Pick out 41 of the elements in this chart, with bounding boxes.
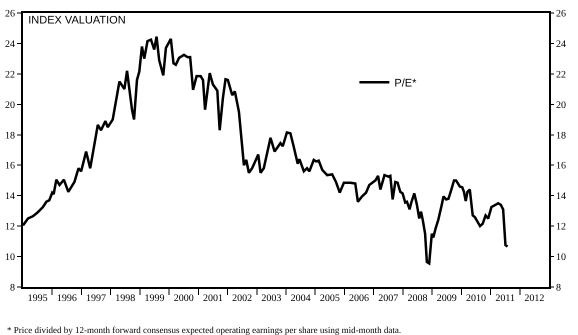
legend-label: P/E* <box>394 78 418 90</box>
x-tick-label: 2002 <box>232 293 252 304</box>
y-tick-label: 22 <box>5 69 15 80</box>
y2-tick-label: 8 <box>556 282 561 294</box>
y-tick-label: 26 <box>5 8 15 20</box>
x-tick-label: 2006 <box>349 293 370 304</box>
y-tick-label: 8 <box>10 282 15 294</box>
y2-tick-label: 14 <box>556 191 566 202</box>
y-tick-label: 16 <box>5 160 15 172</box>
x-tick-label: 2000 <box>174 293 194 304</box>
x-tick-label: 1998 <box>115 293 136 304</box>
y2-tick-label: 26 <box>556 8 566 20</box>
y2-tick-label: 18 <box>556 130 566 142</box>
x-tick-label: 2010 <box>466 293 486 304</box>
y-tick-label: 10 <box>5 252 15 264</box>
y2-tick-label: 12 <box>556 222 566 233</box>
y2-tick-label: 20 <box>556 100 566 111</box>
chart-title: INDEX VALUATION <box>28 14 126 26</box>
x-tick-label: 2004 <box>290 293 311 304</box>
y2-tick-label: 16 <box>556 160 566 172</box>
y-tick-label: 20 <box>5 100 15 111</box>
y-tick-label: 14 <box>5 191 15 202</box>
x-tick-label: 1995 <box>28 293 48 304</box>
y-tick-label: 24 <box>5 38 15 50</box>
x-tick-label: 2001 <box>202 293 223 304</box>
x-tick-label: 1999 <box>144 293 164 304</box>
y2-tick-label: 10 <box>556 252 566 264</box>
x-tick-label: 2008 <box>408 293 428 304</box>
x-tick-label: 2011 <box>495 293 515 304</box>
x-tick-label: 2009 <box>436 293 457 304</box>
x-tick-label: 1996 <box>56 293 77 304</box>
y-tick-label: 12 <box>5 222 15 233</box>
y2-tick-label: 22 <box>556 69 566 80</box>
x-tick-label: 2003 <box>261 293 282 304</box>
y-tick-label: 18 <box>5 130 15 142</box>
x-tick-label: 2012 <box>524 293 544 304</box>
x-tick-label: 2005 <box>320 293 340 304</box>
x-tick-label: 1997 <box>86 293 106 304</box>
text: * Price divided by 12-month forward consensus expected operating earnings per share using mid-month data. <box>7 325 402 335</box>
y2-tick-label: 24 <box>556 38 566 50</box>
x-tick-label: 2007 <box>378 293 398 304</box>
